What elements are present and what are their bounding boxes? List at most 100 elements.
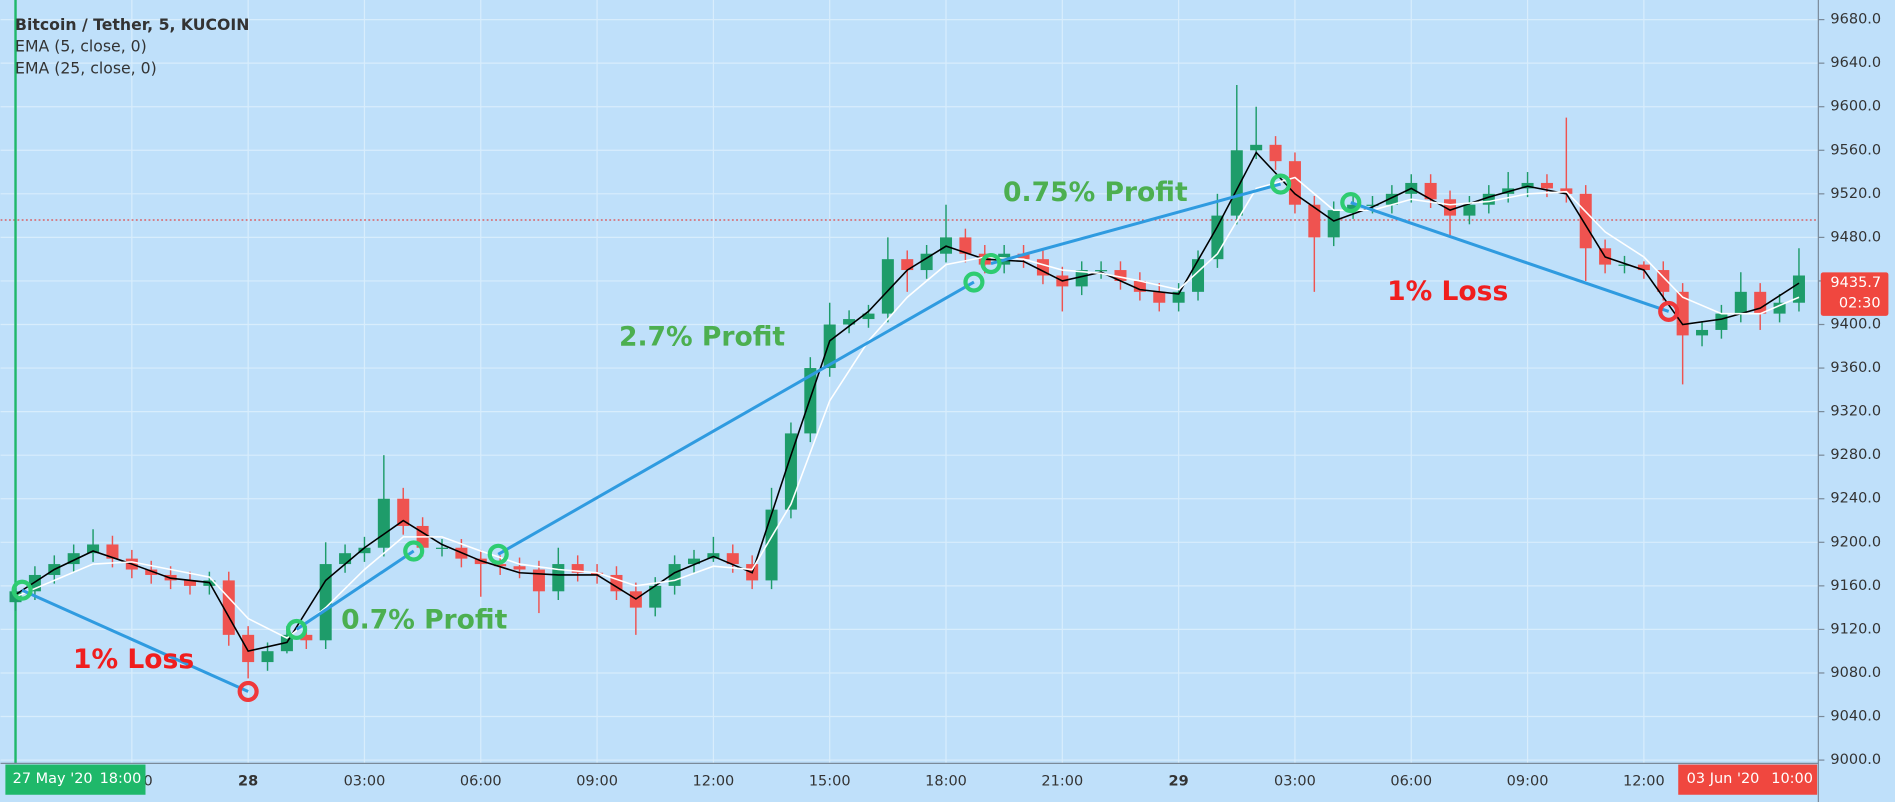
x-tick-label: 18:00 (925, 773, 967, 789)
candle-body (1696, 329, 1709, 336)
candle-body (106, 544, 119, 559)
trade-label: 0.7% Profit (341, 604, 507, 635)
trade-marker (1340, 191, 1362, 214)
cursor-time: 10:00 (1771, 771, 1813, 787)
candle-body (726, 553, 739, 565)
candle-body (1482, 193, 1495, 205)
candle-body (1230, 150, 1243, 216)
candle-body (1269, 144, 1282, 162)
candle-body (823, 324, 836, 369)
trade-line (990, 182, 1282, 265)
x-tick-label: 03:00 (1274, 773, 1316, 789)
candle-body (901, 259, 914, 271)
candle-body (513, 566, 526, 570)
candle-body (1792, 275, 1805, 303)
candle-body (435, 547, 449, 549)
crosshair-time: 18:00 (100, 771, 142, 787)
candle-body (1133, 280, 1146, 292)
candle-body (1773, 302, 1786, 314)
candle-body (1327, 210, 1340, 238)
candle-body (1385, 193, 1398, 205)
candle-body (552, 564, 565, 592)
y-tick-label: 9600.0 (1830, 99, 1881, 115)
trade-line (21, 588, 249, 693)
trade-marker (487, 543, 509, 565)
candle-body (784, 433, 797, 510)
candle-body (862, 313, 875, 320)
candle-body (920, 253, 933, 271)
y-tick-label: 9680.0 (1830, 12, 1881, 28)
candle-body (1308, 204, 1321, 238)
cursor-date: 03 Jun '20 (1687, 771, 1760, 787)
candle-body (1715, 313, 1728, 330)
y-tick-label: 9520.0 (1830, 186, 1881, 202)
candle-body (1754, 291, 1767, 314)
candle-body (358, 547, 371, 554)
trade-label: 1% Loss (1387, 276, 1508, 307)
candle-body (145, 569, 158, 575)
candle-body (1734, 291, 1747, 314)
crosshair-badge (5, 764, 146, 795)
trade-marker (963, 271, 985, 293)
x-tick-label: 09:00 (576, 773, 618, 789)
candle-body (319, 564, 332, 641)
candle-body (222, 580, 235, 635)
candle-body (1347, 204, 1360, 211)
y-tick-label: 9280.0 (1830, 447, 1881, 463)
candle-body (687, 558, 701, 565)
candle-body (1579, 193, 1592, 249)
candle-body (1192, 259, 1205, 292)
candle-body (87, 544, 100, 554)
x-tick-label: 12:00 (1623, 773, 1665, 789)
trade-line (1350, 201, 1670, 313)
y-tick-label: 9640.0 (1830, 55, 1881, 71)
candle-body (959, 237, 972, 254)
last-price-label: 9435.7 (1830, 275, 1881, 291)
candle-body (1618, 264, 1631, 266)
y-tick-label: 9040.0 (1830, 709, 1881, 725)
ema-line (15, 151, 1800, 653)
trade-label: 2.7% Profit (619, 322, 785, 353)
candle-body (843, 319, 856, 325)
candle-body (1657, 270, 1670, 292)
trade-marker (11, 579, 33, 601)
candle-body (339, 553, 352, 565)
x-tick-label: 29 (1169, 773, 1189, 789)
trade-marker (1270, 173, 1292, 195)
trade-marker (286, 618, 308, 640)
candle-body (183, 580, 197, 586)
overlay: 1% Loss 0.7% Profit 2.7% Profit 0.75% Profi… (11, 173, 1680, 703)
candle-body (1288, 161, 1301, 205)
axes: 9000.0 9040.0 9080.0 9120.0 9160.0 9200.0 9240… (5, 12, 1889, 795)
candle-body (591, 572, 604, 575)
y-tick-label: 9080.0 (1830, 665, 1881, 681)
candle-body (1444, 199, 1457, 216)
candle-body (397, 498, 410, 526)
y-tick-label: 9560.0 (1830, 142, 1881, 158)
candle-body (242, 634, 255, 663)
y-tick-label: 9160.0 (1830, 578, 1881, 594)
candle-body (1075, 270, 1088, 287)
trade-label: 0.75% Profit (1003, 177, 1188, 208)
y-tick-label: 9360.0 (1830, 360, 1881, 376)
y-tick-label: 9320.0 (1830, 404, 1881, 420)
trade-line (295, 549, 415, 631)
trade-marker (980, 252, 1002, 275)
candle-body (765, 509, 778, 581)
y-tick-label: 9400.0 (1830, 317, 1881, 333)
legend-entry: EMA (5, close, 0) (15, 37, 147, 56)
last-price-badge (1820, 272, 1889, 316)
x-tick-label: 15:00 (809, 773, 851, 789)
candle-body (1153, 291, 1166, 303)
x-tick-label: 09:00 (1507, 773, 1549, 789)
y-tick-label: 9000.0 (1830, 752, 1881, 768)
chart-title: Bitcoin / Tether, 5, KUCOIN (15, 15, 249, 34)
candle-body (1424, 182, 1437, 200)
trade-label: 1% Loss (73, 644, 194, 675)
candle-body (377, 498, 390, 548)
candle-body (1017, 253, 1030, 260)
x-tick-label: 28 (238, 773, 258, 789)
x-tick-label: 21:00 (1041, 773, 1083, 789)
x-tick-label: 12:00 (693, 773, 735, 789)
